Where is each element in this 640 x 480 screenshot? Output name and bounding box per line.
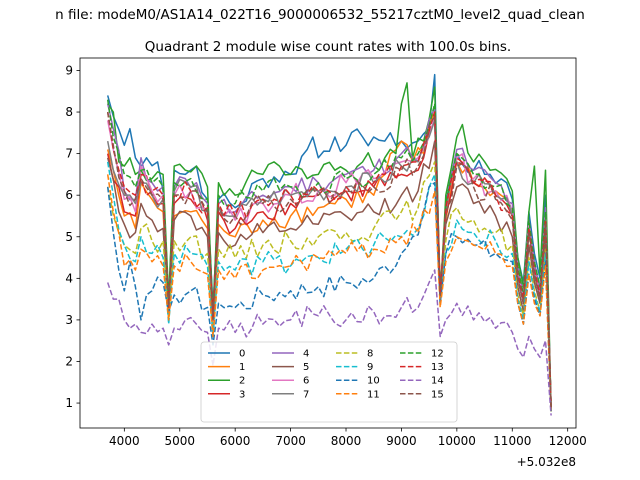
series-line-6 xyxy=(106,115,552,408)
series-line-0 xyxy=(106,73,552,412)
series-line-13 xyxy=(106,111,552,408)
series-line-11 xyxy=(106,174,552,412)
legend-box xyxy=(200,341,458,423)
y-tick-label-2: 2 xyxy=(65,354,73,368)
series-line-10 xyxy=(106,181,552,412)
legend-label-3: 3 xyxy=(239,389,245,400)
axes-frame xyxy=(79,57,577,429)
y-tick-label-9: 9 xyxy=(65,63,73,77)
x-tick-label-5000: 5000 xyxy=(164,434,195,448)
series-line-4 xyxy=(106,103,552,408)
x-tick-label-6000: 6000 xyxy=(220,434,251,448)
legend-label-6: 6 xyxy=(303,376,309,387)
series-line-5 xyxy=(106,140,552,412)
legend-label-14: 14 xyxy=(431,376,444,387)
legend-label-1: 1 xyxy=(239,362,245,373)
x-tick-label-8000: 8000 xyxy=(331,434,362,448)
legend-label-8: 8 xyxy=(367,349,373,360)
x-tick-label-12000: 12000 xyxy=(549,434,587,448)
x-tick-label-11000: 11000 xyxy=(493,434,531,448)
legend-label-7: 7 xyxy=(303,389,309,400)
x-axis-offset-label: +5.032e8 xyxy=(517,455,576,469)
y-tick-label-3: 3 xyxy=(65,313,73,327)
legend-label-10: 10 xyxy=(367,376,380,387)
series-line-14 xyxy=(106,269,552,416)
x-tick-label-10000: 10000 xyxy=(438,434,476,448)
series-lines xyxy=(106,73,552,416)
series-line-15 xyxy=(106,111,552,408)
legend-label-0: 0 xyxy=(239,349,245,360)
y-tick-label-1: 1 xyxy=(65,396,73,410)
y-tick-label-8: 8 xyxy=(65,105,73,119)
x-tick-label-9000: 9000 xyxy=(386,434,417,448)
legend-label-5: 5 xyxy=(303,362,309,373)
chart-title: Quadrant 2 module wise count rates with … xyxy=(145,39,511,55)
y-tick-label-7: 7 xyxy=(65,147,73,161)
series-line-8 xyxy=(106,161,552,412)
figure-suptitle: n file: modeM0/AS1A14_022T16_9000006532_… xyxy=(55,7,585,23)
legend-label-12: 12 xyxy=(431,349,444,360)
plot-area: 4000 5000 6000 7000 8000 9000 10000 11000 12000 1… xyxy=(65,57,587,448)
x-tick-label-4000: 4000 xyxy=(109,434,140,448)
series-line-12 xyxy=(106,99,552,408)
x-tick-label-7000: 7000 xyxy=(275,434,306,448)
y-tick-label-5: 5 xyxy=(65,230,73,244)
legend-label-15: 15 xyxy=(431,389,444,400)
legend-label-13: 13 xyxy=(431,362,444,373)
series-line-9 xyxy=(106,161,552,412)
legend-label-9: 9 xyxy=(367,362,373,373)
series-line-2 xyxy=(107,82,552,412)
y-tick-label-4: 4 xyxy=(65,271,73,285)
legend-label-2: 2 xyxy=(239,376,245,387)
y-tick-label-6: 6 xyxy=(65,188,73,202)
legend-label-4: 4 xyxy=(303,349,309,360)
legend-label-11: 11 xyxy=(367,389,380,400)
